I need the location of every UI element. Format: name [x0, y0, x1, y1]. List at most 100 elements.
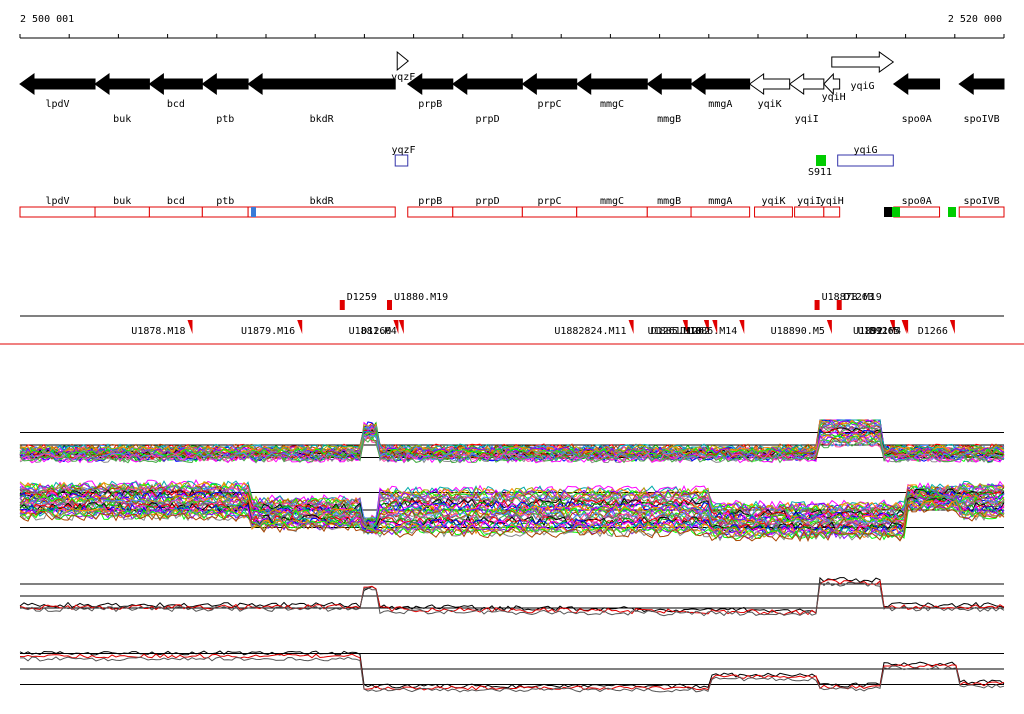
feature-track: yqzF yqiG S911 [391, 145, 894, 178]
annotation-box-yqiK [754, 206, 793, 218]
annotation-label: prpC [537, 196, 561, 207]
annotation-row: lpdV buk bcd ptb bkdR prpB prpD prpC mmgC mmgB mmg… [19, 196, 1005, 218]
gene-label: yqiH [822, 92, 846, 103]
annotation-label: mmgA [708, 196, 732, 207]
gene-arrow-lpdV [19, 73, 96, 95]
expression-line [19, 650, 1005, 689]
expression-line [19, 433, 1005, 459]
gene-label: mmgC [600, 99, 624, 110]
expression-line [19, 576, 1005, 614]
segment-marker [712, 320, 718, 334]
annotation-box-prpD [452, 206, 523, 218]
segment-marker [826, 320, 832, 334]
gene-arrow-yqiG [831, 51, 895, 73]
gene-label: prpD [476, 114, 500, 125]
segment-label: U1885.M10 [648, 326, 702, 337]
gene-arrow-track: lpdV buk bcd ptb bkdR yqzF prpB prpD prpC mmgC mmg… [19, 50, 1005, 125]
annotation-label: spo0A [902, 196, 932, 207]
gene-label: buk [113, 114, 131, 125]
expression-line [19, 494, 1005, 531]
annotation-box-mmgB [646, 206, 692, 218]
annotation-box-prpB [407, 206, 454, 218]
feature-label: yqzF [391, 145, 415, 156]
gene-label: mmgA [708, 99, 732, 110]
segment-marker [903, 320, 909, 334]
marker-box [816, 155, 826, 166]
expression-line [20, 656, 1005, 693]
annotation-box-spoIVB [958, 206, 1005, 218]
annotation-label: yqiI [797, 196, 821, 207]
gene-arrow-yqiI [788, 73, 825, 95]
segment-marker [393, 320, 399, 334]
segment-label: U1891 [858, 326, 888, 337]
annotation-marker-blue [251, 207, 256, 217]
gene-label: spo0A [902, 114, 932, 125]
annotation-box-buk [94, 206, 150, 218]
segment-label: U1886.M14 [683, 326, 737, 337]
expression-line [19, 579, 1005, 616]
gene-arrow-bkdR [247, 73, 396, 95]
ruler-ticks [19, 34, 1005, 38]
annotation-marker-green [892, 207, 900, 217]
annotation-box-mmgC [576, 206, 648, 218]
segment-label: D1260 [361, 326, 391, 337]
annotation-label: spoIVB [964, 196, 1000, 207]
gene-arrow-mmgA [690, 73, 751, 95]
gene-label: yqiI [795, 114, 819, 125]
gene-label: lpdV [45, 99, 69, 110]
gene-arrow-mmgB [646, 73, 692, 95]
annotation-box-yqiH [823, 206, 841, 218]
annotation-box-prpC [521, 206, 578, 218]
segment-marker [739, 320, 745, 334]
gene-arrow-mmgC [575, 73, 648, 95]
expression-line [19, 483, 1005, 525]
gene-arrow-bcd [148, 73, 203, 95]
segment-label: D1262 [680, 326, 710, 337]
annotation-label: mmgB [657, 196, 681, 207]
feature-box-yqzF [394, 154, 409, 167]
gene-arrow-yqiH [823, 72, 841, 96]
segment-label: U18878.M19 [822, 292, 882, 303]
segment-marker [949, 320, 955, 334]
expression-line [19, 502, 1005, 542]
gene-label: bkdR [310, 114, 335, 125]
segment-label: D1265 [870, 326, 900, 337]
segment-marker [339, 300, 345, 310]
gene-label: ptb [216, 114, 234, 125]
gene-arrow-spo0A [892, 73, 941, 95]
segment-marker [628, 320, 634, 334]
gene-arrow-prpD [451, 73, 523, 95]
gene-arrow-yqzF [396, 50, 410, 72]
segment-marker [814, 300, 820, 310]
annotation-box-yqiI [794, 206, 825, 218]
expression-line [19, 436, 1005, 464]
gene-arrow-spoIVB [958, 73, 1005, 95]
segment-label: U18890.M5 [771, 326, 825, 337]
expression-line [19, 432, 1005, 458]
gene-arrow-ptb [201, 73, 249, 95]
feature-box-yqiG [837, 154, 894, 167]
expression-line [19, 498, 1005, 538]
segment-label: U1880.M19 [394, 292, 448, 303]
annotation-label: bkdR [310, 196, 335, 207]
segment-label: U1881.M4 [349, 326, 397, 337]
gene-arrow-buk [94, 73, 150, 95]
marker-label: S911 [808, 167, 832, 178]
segment-marker [703, 320, 709, 334]
annotation-label: prpB [418, 196, 442, 207]
expression-panel-lower [19, 479, 1005, 543]
gene-label: spoIVB [964, 114, 1000, 125]
annotation-label: bcd [167, 196, 185, 207]
segment-marker [187, 320, 193, 334]
expression-line [19, 503, 1005, 543]
segment-marker [889, 320, 895, 334]
annotation-label: mmgC [600, 196, 624, 207]
expression-line [19, 502, 1005, 541]
summary-panel-lower [19, 650, 1005, 693]
segment-label: U1878.M18 [131, 326, 185, 337]
gene-label: yqzF [391, 72, 415, 83]
gene-label: mmgB [657, 114, 681, 125]
annotation-label: yqiH [820, 196, 844, 207]
gene-label: prpB [418, 99, 442, 110]
